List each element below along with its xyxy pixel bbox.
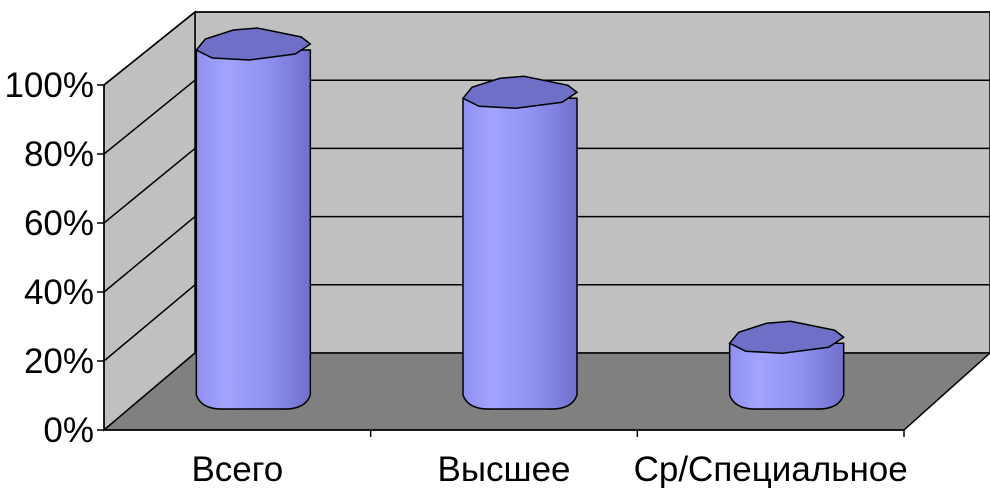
axes <box>103 85 904 431</box>
x-tick-label: Всего <box>191 450 283 488</box>
x-tick-labels: Всего Высшее Ср/Специальное <box>191 430 908 488</box>
x-tick-label: Ср/Специальное <box>634 450 908 488</box>
y-tick-label: 100% <box>4 66 94 105</box>
gridline-side <box>103 11 196 86</box>
x-tick-label: Высшее <box>437 450 570 488</box>
bar <box>195 49 312 410</box>
y-tick-label: 60% <box>24 204 94 243</box>
back-wall <box>194 11 990 354</box>
y-tick-label: 40% <box>24 273 94 312</box>
gridline-side <box>103 216 196 293</box>
bar <box>462 97 578 410</box>
bar <box>728 342 845 410</box>
y-tick-label: 20% <box>24 342 94 381</box>
bars <box>195 27 845 410</box>
y-tick-label: 80% <box>24 135 94 174</box>
gridline-side <box>103 79 196 155</box>
bar-top <box>461 75 579 110</box>
y-tick-labels: 0% 20% 40% 60% 80% 100% <box>4 66 104 450</box>
gridlines <box>103 11 990 362</box>
bar-top <box>728 320 845 355</box>
gridline-side <box>103 147 196 224</box>
gridline-side <box>103 284 196 362</box>
y-tick-label: 0% <box>43 411 94 450</box>
bar-top <box>195 27 312 61</box>
